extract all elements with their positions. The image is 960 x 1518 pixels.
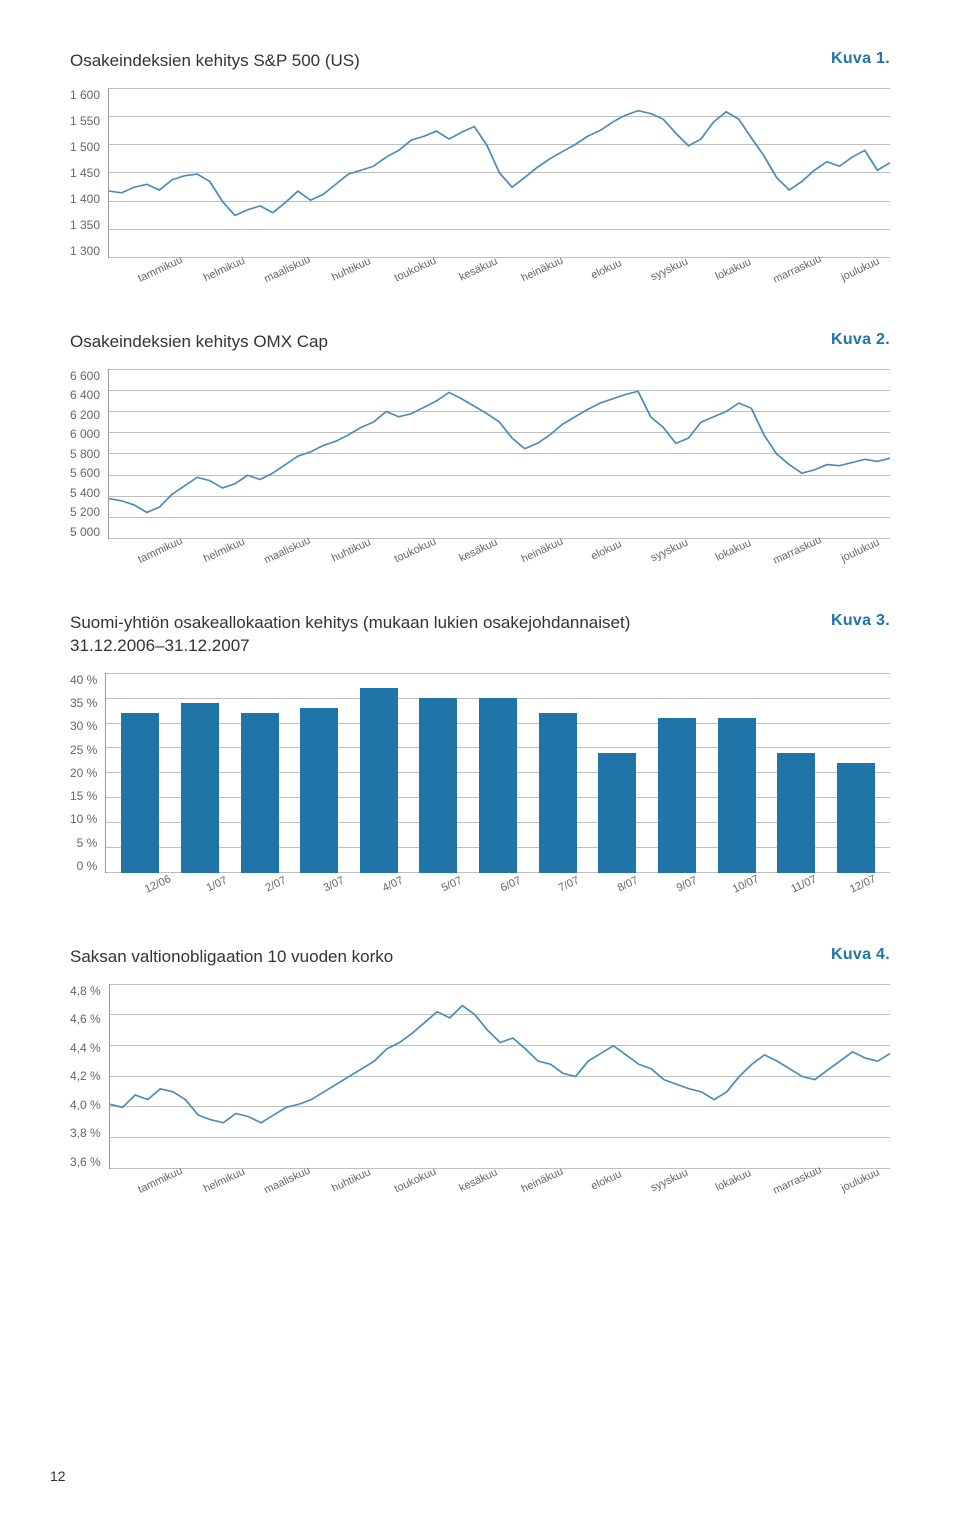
- chart-4-plot: [109, 984, 890, 1169]
- chart-2-omx: Osakeindeksien kehitys OMX Cap Kuva 2. 6…: [70, 331, 890, 557]
- y-tick: 25 %: [70, 743, 97, 757]
- y-tick: 1 450: [70, 166, 100, 180]
- y-tick: 1 400: [70, 192, 100, 206]
- chart-2-xaxis: tammikuuhelmikuumaaliskuuhuhtikuutoukoku…: [126, 539, 890, 557]
- bar: [598, 753, 636, 873]
- chart-3-xaxis: 12/061/072/073/074/075/076/077/078/079/0…: [126, 873, 890, 891]
- chart-1-yaxis: 1 600 1 550 1 500 1 450 1 400 1 350 1 300: [70, 88, 108, 258]
- y-tick: 20 %: [70, 766, 97, 780]
- chart-2-yaxis: 6 600 6 400 6 200 6 000 5 800 5 600 5 400 5 200…: [70, 369, 108, 539]
- y-tick: 6 200: [70, 408, 100, 422]
- bar: [181, 703, 219, 873]
- y-tick: 4,2 %: [70, 1069, 101, 1083]
- chart-1-label: Kuva 1.: [831, 50, 890, 68]
- chart-3-plot: [105, 673, 890, 873]
- y-tick: 30 %: [70, 719, 97, 733]
- chart-2-line: [109, 369, 890, 539]
- chart-3-area: 40 % 35 % 30 % 25 % 20 % 15 % 10 % 5 % 0 %: [70, 673, 890, 873]
- bar: [658, 718, 696, 873]
- y-tick: 5 400: [70, 486, 100, 500]
- chart-3-allocation: Suomi-yhtiön osakeallokaation kehitys (m…: [70, 612, 890, 891]
- chart-4-yaxis: 4,8 % 4,6 % 4,4 % 4,2 % 4,0 % 3,8 % 3,6 %: [70, 984, 109, 1169]
- chart-3-yaxis: 40 % 35 % 30 % 25 % 20 % 15 % 10 % 5 % 0 %: [70, 673, 105, 873]
- y-tick: 6 000: [70, 427, 100, 441]
- chart-1-header: Osakeindeksien kehitys S&P 500 (US) Kuva…: [70, 50, 890, 73]
- y-tick: 6 400: [70, 388, 100, 402]
- chart-2-header: Osakeindeksien kehitys OMX Cap Kuva 2.: [70, 331, 890, 354]
- chart-4-label: Kuva 4.: [831, 946, 890, 964]
- y-tick: 5 %: [77, 836, 98, 850]
- page-number: 12: [50, 1468, 66, 1484]
- bar: [300, 708, 338, 873]
- y-tick: 1 500: [70, 140, 100, 154]
- bar: [241, 713, 279, 873]
- y-tick: 15 %: [70, 789, 97, 803]
- bar: [419, 698, 457, 873]
- y-tick: 5 200: [70, 505, 100, 519]
- y-tick: 4,4 %: [70, 1041, 101, 1055]
- chart-4-german-bond: Saksan valtionobligaation 10 vuoden kork…: [70, 946, 890, 1187]
- chart-3-title: Suomi-yhtiön osakeallokaation kehitys (m…: [70, 612, 690, 658]
- bar: [718, 718, 756, 873]
- chart-3-bars: [106, 673, 890, 873]
- chart-4-header: Saksan valtionobligaation 10 vuoden kork…: [70, 946, 890, 969]
- y-tick: 35 %: [70, 696, 97, 710]
- bar: [479, 698, 517, 873]
- y-tick: 1 300: [70, 244, 100, 258]
- chart-1-plot: [108, 88, 890, 258]
- bar: [837, 763, 875, 873]
- chart-3-header: Suomi-yhtiön osakeallokaation kehitys (m…: [70, 612, 890, 658]
- y-tick: 3,8 %: [70, 1126, 101, 1140]
- y-tick: 4,0 %: [70, 1098, 101, 1112]
- chart-1-xaxis: tammikuuhelmikuumaaliskuuhuhtikuutoukoku…: [126, 258, 890, 276]
- chart-1-area: 1 600 1 550 1 500 1 450 1 400 1 350 1 300: [70, 88, 890, 258]
- chart-3-label: Kuva 3.: [831, 612, 890, 630]
- y-tick: 0 %: [77, 859, 98, 873]
- bar: [539, 713, 577, 873]
- chart-2-plot: [108, 369, 890, 539]
- y-tick: 5 800: [70, 447, 100, 461]
- chart-4-title: Saksan valtionobligaation 10 vuoden kork…: [70, 946, 393, 969]
- y-tick: 4,6 %: [70, 1012, 101, 1026]
- chart-4-area: 4,8 % 4,6 % 4,4 % 4,2 % 4,0 % 3,8 % 3,6 %: [70, 984, 890, 1169]
- chart-1-line: [109, 88, 890, 258]
- chart-1-title: Osakeindeksien kehitys S&P 500 (US): [70, 50, 360, 73]
- y-tick: 6 600: [70, 369, 100, 383]
- y-tick: 40 %: [70, 673, 97, 687]
- chart-2-label: Kuva 2.: [831, 331, 890, 349]
- bar: [360, 688, 398, 873]
- bar: [777, 753, 815, 873]
- chart-4-line: [110, 984, 890, 1169]
- chart-2-title: Osakeindeksien kehitys OMX Cap: [70, 331, 328, 354]
- y-tick: 1 550: [70, 114, 100, 128]
- chart-1-sp500: Osakeindeksien kehitys S&P 500 (US) Kuva…: [70, 50, 890, 276]
- y-tick: 10 %: [70, 812, 97, 826]
- y-tick: 4,8 %: [70, 984, 101, 998]
- y-tick: 5 000: [70, 525, 100, 539]
- chart-4-xaxis: tammikuuhelmikuumaaliskuuhuhtikuutoukoku…: [126, 1169, 890, 1187]
- y-tick: 1 600: [70, 88, 100, 102]
- chart-2-area: 6 600 6 400 6 200 6 000 5 800 5 600 5 400 5 200…: [70, 369, 890, 539]
- bar: [121, 713, 159, 873]
- y-tick: 5 600: [70, 466, 100, 480]
- y-tick: 1 350: [70, 218, 100, 232]
- y-tick: 3,6 %: [70, 1155, 101, 1169]
